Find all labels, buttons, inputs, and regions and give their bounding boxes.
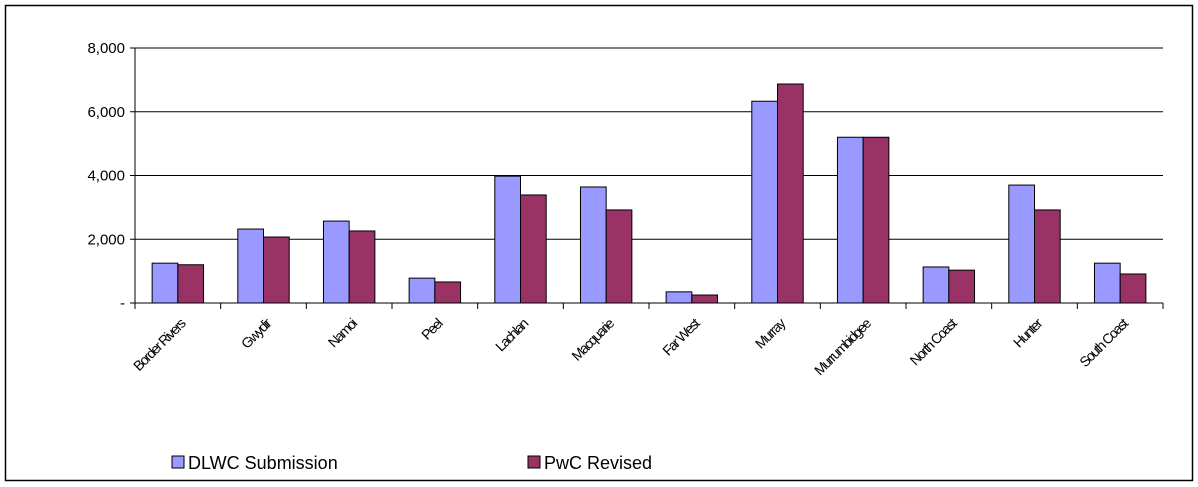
bar xyxy=(408,277,436,304)
bar xyxy=(922,266,950,304)
bar xyxy=(836,136,864,304)
y-tick-label: 6,000 xyxy=(87,104,125,121)
y-tick-label: 2,000 xyxy=(87,231,125,248)
legend-label: PwC Revised xyxy=(544,453,652,473)
bar xyxy=(348,230,376,304)
y-tick-label: 8,000 xyxy=(87,40,125,57)
bar xyxy=(1119,273,1147,304)
legend-label: DLWC Submission xyxy=(188,453,338,473)
bar xyxy=(151,262,179,304)
bar xyxy=(263,236,290,304)
bar xyxy=(494,175,521,304)
bar xyxy=(1093,262,1121,304)
bar xyxy=(605,209,633,304)
bar xyxy=(434,281,462,304)
bar xyxy=(1008,184,1035,304)
bar xyxy=(862,136,890,304)
legend-swatch xyxy=(171,455,185,469)
bar xyxy=(177,264,205,304)
y-tick-label: - xyxy=(120,295,125,312)
bar xyxy=(665,291,693,304)
bar xyxy=(751,100,778,304)
legend-swatch xyxy=(527,455,541,469)
y-tick-label: 4,000 xyxy=(87,168,125,185)
bar xyxy=(1034,209,1061,304)
bar xyxy=(691,294,719,304)
bar xyxy=(579,186,607,304)
bar xyxy=(948,269,976,304)
bar xyxy=(777,83,804,304)
bar xyxy=(520,194,547,304)
bar xyxy=(237,228,265,304)
bar xyxy=(322,220,350,304)
